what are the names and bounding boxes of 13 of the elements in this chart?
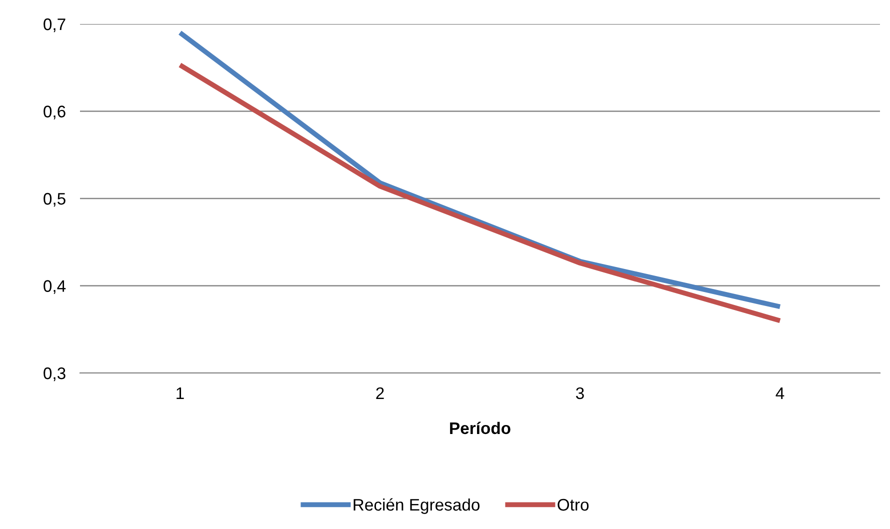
y-tick-label: 0,3 bbox=[44, 367, 66, 382]
x-tick-label: 1 bbox=[176, 388, 184, 399]
x-tick-label: 4 bbox=[776, 388, 784, 399]
legend-label: Recién Egresado bbox=[354, 498, 480, 514]
x-tick-label: 2 bbox=[376, 387, 384, 399]
y-tick-label: 0,5 bbox=[44, 192, 66, 207]
legend-label: Otro bbox=[558, 498, 589, 511]
x-tick-label: 3 bbox=[576, 387, 584, 400]
y-tick-label: 0,4 bbox=[44, 280, 66, 294]
x-axis-title: Período bbox=[450, 422, 510, 434]
y-tick-label: 0,6 bbox=[44, 106, 66, 120]
y-tick-label: 0,7 bbox=[44, 18, 66, 32]
line-series bbox=[178, 62, 782, 324]
